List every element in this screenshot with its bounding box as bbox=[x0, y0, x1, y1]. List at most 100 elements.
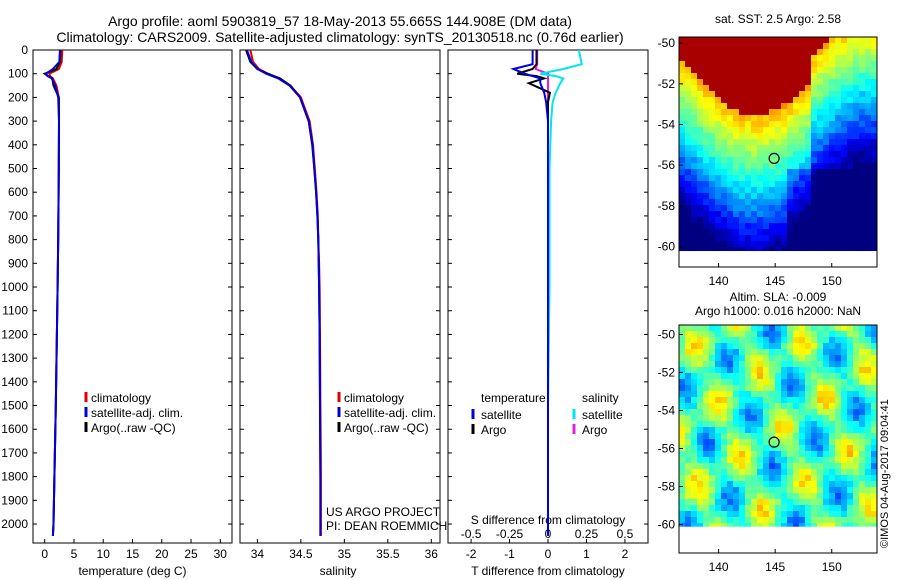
sst-map-heatmap-cell bbox=[763, 85, 770, 92]
sst-map-heatmap-cell bbox=[859, 205, 866, 212]
sla-map-heatmap-cell bbox=[697, 499, 704, 506]
sst-map-heatmap-cell bbox=[679, 211, 686, 218]
sst-map-heatmap-cell bbox=[805, 115, 812, 122]
sla-map-heatmap-cell bbox=[733, 385, 740, 392]
sst-map-heatmap-cell bbox=[685, 187, 692, 194]
sla-map-heatmap-cell bbox=[721, 457, 728, 464]
sst-map-heatmap-cell bbox=[709, 199, 716, 206]
sla-map-heatmap-cell bbox=[697, 463, 704, 470]
sst-map-heatmap-cell bbox=[853, 211, 860, 218]
sst-map-heatmap-cell bbox=[805, 79, 812, 86]
sst-map-heatmap-cell bbox=[823, 175, 830, 182]
sst-map-heatmap-cell bbox=[787, 175, 794, 182]
sst-map-heatmap-cell bbox=[865, 211, 872, 218]
sst-map-heatmap-cell bbox=[781, 67, 788, 74]
sla-map-heatmap-cell bbox=[691, 475, 698, 482]
sla-map-heatmap-cell bbox=[709, 487, 716, 494]
sla-map-heatmap-cell bbox=[835, 337, 842, 344]
sst-map-heatmap-cell bbox=[703, 193, 710, 200]
sla-map-heatmap-cell bbox=[751, 475, 758, 482]
sla-map-heatmap-cell bbox=[823, 505, 830, 512]
sst-map-heatmap-cell bbox=[703, 85, 710, 92]
sla-map-heatmap-cell bbox=[757, 331, 764, 338]
sst-map-heatmap-cell bbox=[745, 37, 752, 44]
sst-map-heatmap-cell bbox=[793, 37, 800, 44]
sst-map-heatmap-cell bbox=[709, 217, 716, 224]
temperature-x-tick-label: 10 bbox=[97, 547, 111, 561]
sla-map-heatmap-cell bbox=[841, 457, 848, 464]
depth-tick-label: 700 bbox=[8, 209, 28, 223]
sla-map-heatmap-cell bbox=[679, 343, 686, 350]
sla-map-heatmap-cell bbox=[853, 517, 860, 524]
sst-map-heatmap-cell bbox=[811, 181, 818, 188]
sst-map-heatmap-cell bbox=[751, 55, 758, 62]
sla-map-heatmap-cell bbox=[823, 487, 830, 494]
sla-map-heatmap-cell bbox=[811, 409, 818, 416]
sst-map-heatmap-cell bbox=[859, 229, 866, 236]
sla-map-heatmap-cell bbox=[859, 499, 866, 506]
sst-map-heatmap-cell bbox=[769, 121, 776, 128]
sst-map-heatmap-cell bbox=[847, 157, 854, 164]
sst-map-heatmap-cell bbox=[745, 157, 752, 164]
sst-map-heatmap-cell bbox=[865, 37, 872, 44]
sla-map-heatmap-cell bbox=[817, 487, 824, 494]
sst-map-heatmap-cell bbox=[787, 103, 794, 110]
sla-map-heatmap-cell bbox=[739, 475, 746, 482]
sla-map-heatmap-cell bbox=[829, 511, 836, 518]
sla-map-heatmap-cell bbox=[817, 451, 824, 458]
sst-map-heatmap-cell bbox=[817, 109, 824, 116]
sst-map-heatmap-cell bbox=[853, 235, 860, 242]
sla-map-heatmap-cell bbox=[727, 433, 734, 440]
sst-map-heatmap-cell bbox=[739, 229, 746, 236]
sst-map-heatmap-cell bbox=[841, 73, 848, 80]
sla-map-heatmap-cell bbox=[691, 337, 698, 344]
sst-map-heatmap-cell bbox=[829, 43, 836, 50]
sst-map-heatmap-cell bbox=[793, 127, 800, 134]
sla-map-heatmap-cell bbox=[865, 469, 872, 476]
sla-map-heatmap-cell bbox=[793, 391, 800, 398]
sla-map-heatmap-cell bbox=[733, 337, 740, 344]
sla-map-heatmap-cell bbox=[811, 397, 818, 404]
sst-map-heatmap-cell bbox=[697, 157, 704, 164]
sst-map-heatmap-cell bbox=[793, 193, 800, 200]
sst-map-heatmap-cell bbox=[859, 91, 866, 98]
sst-map-heatmap-cell bbox=[703, 223, 710, 230]
sst-map-heatmap-cell bbox=[769, 193, 776, 200]
sst-map-heatmap-cell bbox=[781, 43, 788, 50]
sst-map-heatmap-cell bbox=[853, 49, 860, 56]
sla-map-heatmap-cell bbox=[685, 415, 692, 422]
sla-map-heatmap-cell bbox=[715, 517, 722, 524]
sla-map-heatmap-cell bbox=[751, 343, 758, 350]
sst-map-heatmap-cell bbox=[733, 49, 740, 56]
sla-map-heatmap-cell bbox=[859, 373, 866, 380]
difference-legend-title-temperature: temperature bbox=[481, 391, 546, 405]
sst-map-heatmap-cell bbox=[691, 229, 698, 236]
sst-map-heatmap-cell bbox=[721, 151, 728, 158]
sst-map-heatmap-cell bbox=[817, 37, 824, 44]
sla-map-heatmap-cell bbox=[733, 373, 740, 380]
sla-map-heatmap-cell bbox=[829, 325, 836, 332]
sla-map-heatmap-cell bbox=[793, 349, 800, 356]
sla-map-heatmap-cell bbox=[715, 325, 722, 332]
sla-map-heatmap-cell bbox=[685, 403, 692, 410]
sla-map-y-tick-label: -58 bbox=[658, 480, 676, 494]
sst-map-heatmap-cell bbox=[847, 181, 854, 188]
sst-map-heatmap-cell bbox=[733, 91, 740, 98]
sst-map-heatmap-cell bbox=[739, 133, 746, 140]
sla-map-heatmap-cell bbox=[703, 403, 710, 410]
sla-map-heatmap-cell bbox=[817, 349, 824, 356]
salinity-credit-line-2: PI: DEAN ROEMMICH bbox=[326, 519, 447, 533]
sla-map-heatmap-cell bbox=[739, 487, 746, 494]
sla-map-heatmap-cell bbox=[817, 379, 824, 386]
sst-map-heatmap-cell bbox=[871, 223, 878, 230]
sst-map-heatmap-cell bbox=[865, 91, 872, 98]
sst-map-heatmap-cell bbox=[679, 133, 686, 140]
sst-map-heatmap-cell bbox=[691, 145, 698, 152]
sst-map-heatmap-cell bbox=[679, 109, 686, 116]
sla-map-heatmap-cell bbox=[853, 427, 860, 434]
sla-map-heatmap-cell bbox=[841, 355, 848, 362]
sst-map-heatmap-cell bbox=[811, 67, 818, 74]
sst-map-heatmap-cell bbox=[793, 145, 800, 152]
sst-map-heatmap-cell bbox=[841, 241, 848, 248]
sst-map-heatmap-cell bbox=[775, 127, 782, 134]
